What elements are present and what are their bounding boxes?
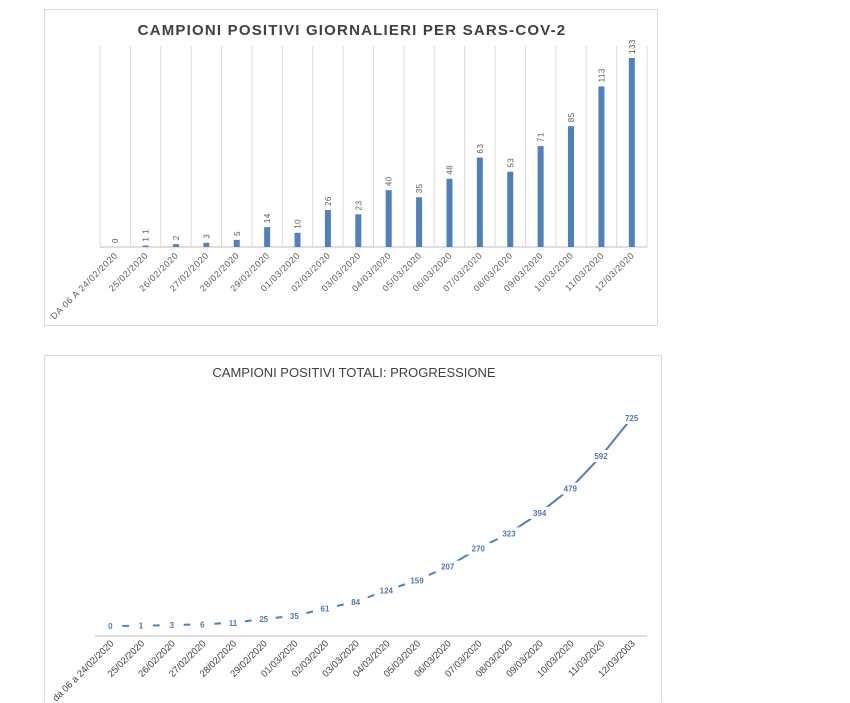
- data-label: 394: [533, 509, 547, 518]
- bar: [203, 242, 210, 247]
- bar: [416, 197, 423, 247]
- data-label: 10: [294, 219, 303, 229]
- bar: [233, 239, 240, 247]
- data-label: 323: [502, 529, 516, 538]
- data-label: 53: [506, 158, 515, 168]
- data-label-bg: [98, 620, 123, 632]
- data-label-bg: [313, 602, 337, 615]
- data-label-bg: [527, 506, 552, 519]
- data-label: 207: [441, 563, 455, 572]
- data-label: 14: [263, 213, 272, 223]
- bar: [537, 146, 544, 247]
- data-label: 25: [259, 615, 268, 624]
- bar: [446, 178, 453, 247]
- data-label-bg: [159, 619, 184, 632]
- data-label-bg: [466, 542, 491, 555]
- cumulative-positive-line-chart: CAMPIONI POSITIVI TOTALI: PROGRESSIONE 0…: [44, 355, 662, 703]
- line-chart-canvas: CAMPIONI POSITIVI TOTALI: PROGRESSIONE 0…: [51, 365, 647, 703]
- bar: [476, 157, 483, 247]
- data-label: 40: [385, 176, 394, 186]
- data-label: 6: [200, 620, 205, 629]
- data-label: 159: [410, 576, 424, 585]
- bar: [628, 58, 635, 247]
- data-label-bg: [435, 560, 460, 573]
- daily-positive-bar-chart: CAMPIONI POSITIVI GIORNALIERI PER SARS-C…: [44, 9, 658, 326]
- chart-title: CAMPIONI POSITIVI TOTALI: PROGRESSIONE: [212, 365, 495, 380]
- data-label: 61: [321, 604, 330, 613]
- bar: [598, 86, 605, 247]
- data-label: 0: [111, 238, 120, 243]
- data-label: 3: [202, 234, 211, 239]
- bar-chart-canvas: CAMPIONI POSITIVI GIORNALIERI PER SARS-C…: [49, 22, 648, 321]
- data-label-bg: [405, 574, 429, 587]
- bar: [142, 245, 149, 247]
- data-label: 592: [594, 452, 608, 461]
- data-label-bg: [589, 450, 613, 463]
- data-label: 35: [415, 183, 424, 193]
- data-label: 0: [108, 622, 113, 631]
- bar: [385, 190, 392, 247]
- series-line: [110, 417, 633, 627]
- data-label-bg: [497, 527, 521, 540]
- bar: [294, 232, 301, 247]
- data-label: 270: [472, 545, 486, 554]
- data-label-bg: [374, 584, 399, 597]
- data-label-bg: [251, 612, 276, 625]
- data-label-bg: [558, 482, 583, 495]
- data-label: 84: [351, 598, 360, 607]
- data-label-bg: [619, 412, 644, 424]
- data-label: 23: [354, 200, 363, 210]
- data-label-bg: [129, 619, 153, 632]
- bar: [324, 210, 331, 247]
- data-label: 1 1: [142, 229, 151, 242]
- data-label: 133: [628, 39, 637, 54]
- bar: [264, 227, 271, 247]
- data-label: 3: [169, 621, 174, 630]
- data-label: 113: [597, 68, 606, 82]
- data-label: 5: [233, 231, 242, 236]
- bar: [172, 244, 179, 247]
- data-label: 85: [567, 112, 576, 122]
- data-label: 725: [625, 414, 639, 423]
- data-label: 11: [229, 619, 238, 628]
- data-label-bg: [221, 616, 245, 629]
- data-label: 71: [537, 132, 546, 142]
- data-label: 48: [445, 165, 454, 175]
- bar: [355, 214, 362, 247]
- chart-title: CAMPIONI POSITIVI GIORNALIERI PER SARS-C…: [138, 22, 567, 39]
- data-label: 26: [324, 196, 333, 206]
- data-label: 63: [476, 144, 485, 154]
- data-label: 35: [290, 612, 299, 621]
- data-label: 124: [380, 586, 394, 595]
- data-label-bg: [343, 595, 368, 608]
- data-label: 2: [172, 235, 181, 240]
- data-label-bg: [282, 609, 307, 622]
- data-label: 479: [564, 485, 578, 494]
- data-label-bg: [190, 618, 215, 631]
- bar: [568, 126, 575, 247]
- data-label: 1: [139, 622, 144, 631]
- bar: [507, 171, 514, 247]
